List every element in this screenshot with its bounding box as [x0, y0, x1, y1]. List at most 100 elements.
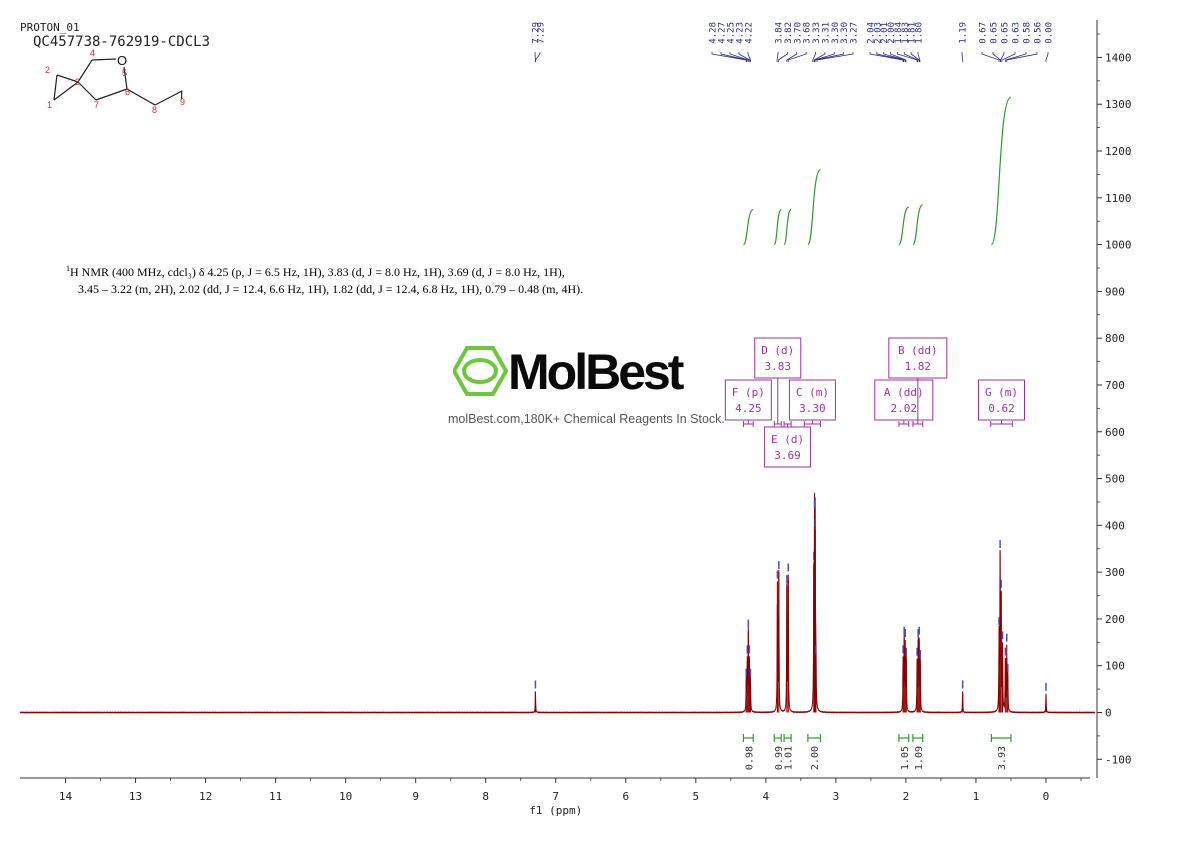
oxygen-atom: O — [117, 53, 127, 68]
peak-label: 2.04 — [867, 22, 877, 44]
peak-label: 0.00 — [1045, 22, 1055, 44]
peak-label: 0.63 — [1012, 22, 1022, 44]
peak-label: 0.56 — [1034, 22, 1044, 44]
multiplet-label: D (d) — [761, 344, 794, 357]
peak-label: 7.29 — [537, 22, 547, 44]
multiplet-label: G (m) — [985, 386, 1018, 399]
x-tick-label: 6 — [622, 790, 629, 803]
x-tick-label: 0 — [1043, 790, 1050, 803]
nmr-description: 1H NMR (400 MHz, cdcl₃) δ 4.25 (p, J = 6… — [66, 260, 666, 298]
integral-curve — [807, 169, 822, 246]
peak-label-connector — [890, 52, 907, 62]
multiplet-box — [874, 379, 934, 421]
peak-label: 3.82 — [784, 22, 794, 44]
atom-label: 5 — [122, 68, 127, 78]
peak-label-connector — [917, 52, 921, 62]
x-tick-label: 4 — [763, 790, 770, 803]
peak-label: 3.30 — [840, 22, 850, 44]
peak-label: 0.65 — [990, 22, 1000, 44]
peak-label-connector — [897, 52, 918, 62]
x-tick-label: 9 — [412, 790, 419, 803]
multiplet-box — [888, 337, 948, 379]
x-axis-label: f1 (ppm) — [529, 804, 582, 817]
peak-label: 4.23 — [736, 22, 746, 44]
peak-label: 3.30 — [831, 22, 841, 44]
peak-label-connector — [1000, 52, 1005, 62]
y-tick-label: 400 — [1105, 519, 1125, 532]
peak-label: 3.33 — [812, 22, 822, 44]
nmr-description-text-1: H NMR (400 MHz, cdcl₃) δ 4.25 (p, J = 6.… — [70, 265, 565, 279]
integral-curve — [898, 206, 910, 246]
atom-label: 7 — [94, 100, 99, 110]
peak-label-connector — [814, 52, 845, 62]
multiplet-shift: 2.02 — [891, 402, 918, 415]
integral-value: 0.98 — [744, 746, 755, 770]
multiplet-shift: 1.82 — [905, 360, 932, 373]
molbest-logo-icon — [453, 346, 509, 396]
x-tick-label: 11 — [269, 790, 282, 803]
molecule-structure: 1 2 3 4 5 6 7 8 9 O I — [45, 48, 185, 115]
peak-label: 2.01 — [880, 22, 890, 44]
y-tick-label: 100 — [1105, 660, 1125, 673]
integral-curve — [990, 96, 1012, 246]
multiplet-label: F (p) — [732, 386, 765, 399]
nmr-description-line-2: 3.45 – 3.22 (m, 2H), 2.02 (dd, J = 12.4,… — [78, 282, 584, 296]
y-tick-label: 1100 — [1105, 192, 1132, 205]
peak-label: 1.19 — [959, 22, 969, 44]
nmr-description-line-1: 1H NMR (400 MHz, cdcl₃) δ 4.25 (p, J = 6… — [66, 260, 666, 281]
y-tick-label: 700 — [1105, 379, 1125, 392]
atom-label: 3 — [75, 77, 80, 87]
multiplet-box — [764, 426, 812, 468]
isotope-superscript: 1 — [66, 264, 70, 273]
integral-curve — [773, 208, 782, 246]
peak-label-connector — [535, 52, 541, 62]
integral-value: 3.93 — [997, 746, 1008, 770]
peak-label-connector — [981, 52, 1000, 62]
y-tick-label: 600 — [1105, 426, 1125, 439]
atom-label: 1 — [47, 100, 52, 110]
y-tick-label: 1400 — [1105, 51, 1132, 64]
y-tick-label: 500 — [1105, 473, 1125, 486]
peak-label-connector — [910, 52, 920, 62]
peak-label-connector — [720, 52, 748, 62]
x-tick-label: 1 — [973, 790, 980, 803]
y-tick-label: 1000 — [1105, 239, 1132, 252]
peak-label-connector — [903, 52, 919, 62]
multiplet-label: B (dd) — [898, 344, 938, 357]
peak-label-connector — [961, 52, 964, 62]
multiplet-shift: 4.25 — [735, 402, 762, 415]
multiplet-box — [788, 379, 836, 421]
multiplet-label: C (m) — [796, 386, 829, 399]
peak-label: 3.31 — [821, 22, 831, 44]
peak-label: 4.27 — [718, 22, 728, 44]
y-tick-label: 800 — [1105, 332, 1125, 345]
multiplet-box — [978, 379, 1026, 421]
peak-label-connector — [776, 52, 779, 62]
experiment-name: PROTON_01 — [20, 21, 80, 34]
x-tick-label: 13 — [129, 790, 142, 803]
watermark-tagline: molBest.com,180K+ Chemical Reagents In S… — [448, 412, 725, 426]
multiplet-box — [724, 379, 772, 421]
y-tick-label: 0 — [1105, 706, 1112, 719]
x-tick-label: 7 — [552, 790, 559, 803]
integral-value: 2.00 — [810, 746, 821, 770]
multiplet-shift: 0.62 — [988, 402, 1015, 415]
peak-label: 3.27 — [850, 22, 860, 44]
integral-curve — [783, 208, 792, 246]
x-tick-label: 14 — [59, 790, 73, 803]
peak-label-connector — [738, 52, 751, 62]
peak-label-connector — [729, 52, 749, 62]
atom-label: 4 — [90, 48, 95, 58]
x-tick-label: 5 — [693, 790, 700, 803]
multiplet-shift: 3.69 — [774, 449, 801, 462]
peak-label: 4.28 — [709, 22, 719, 44]
x-tick-label: 8 — [482, 790, 489, 803]
y-tick-label: 200 — [1105, 613, 1125, 626]
peak-label-connector — [787, 52, 807, 62]
y-tick-label: 300 — [1105, 566, 1125, 579]
sample-id: QC457738-762919-CDCL3 — [33, 34, 211, 50]
x-tick-label: 12 — [199, 790, 212, 803]
peak-label-connector — [812, 52, 816, 62]
peak-label-connector — [711, 52, 747, 62]
